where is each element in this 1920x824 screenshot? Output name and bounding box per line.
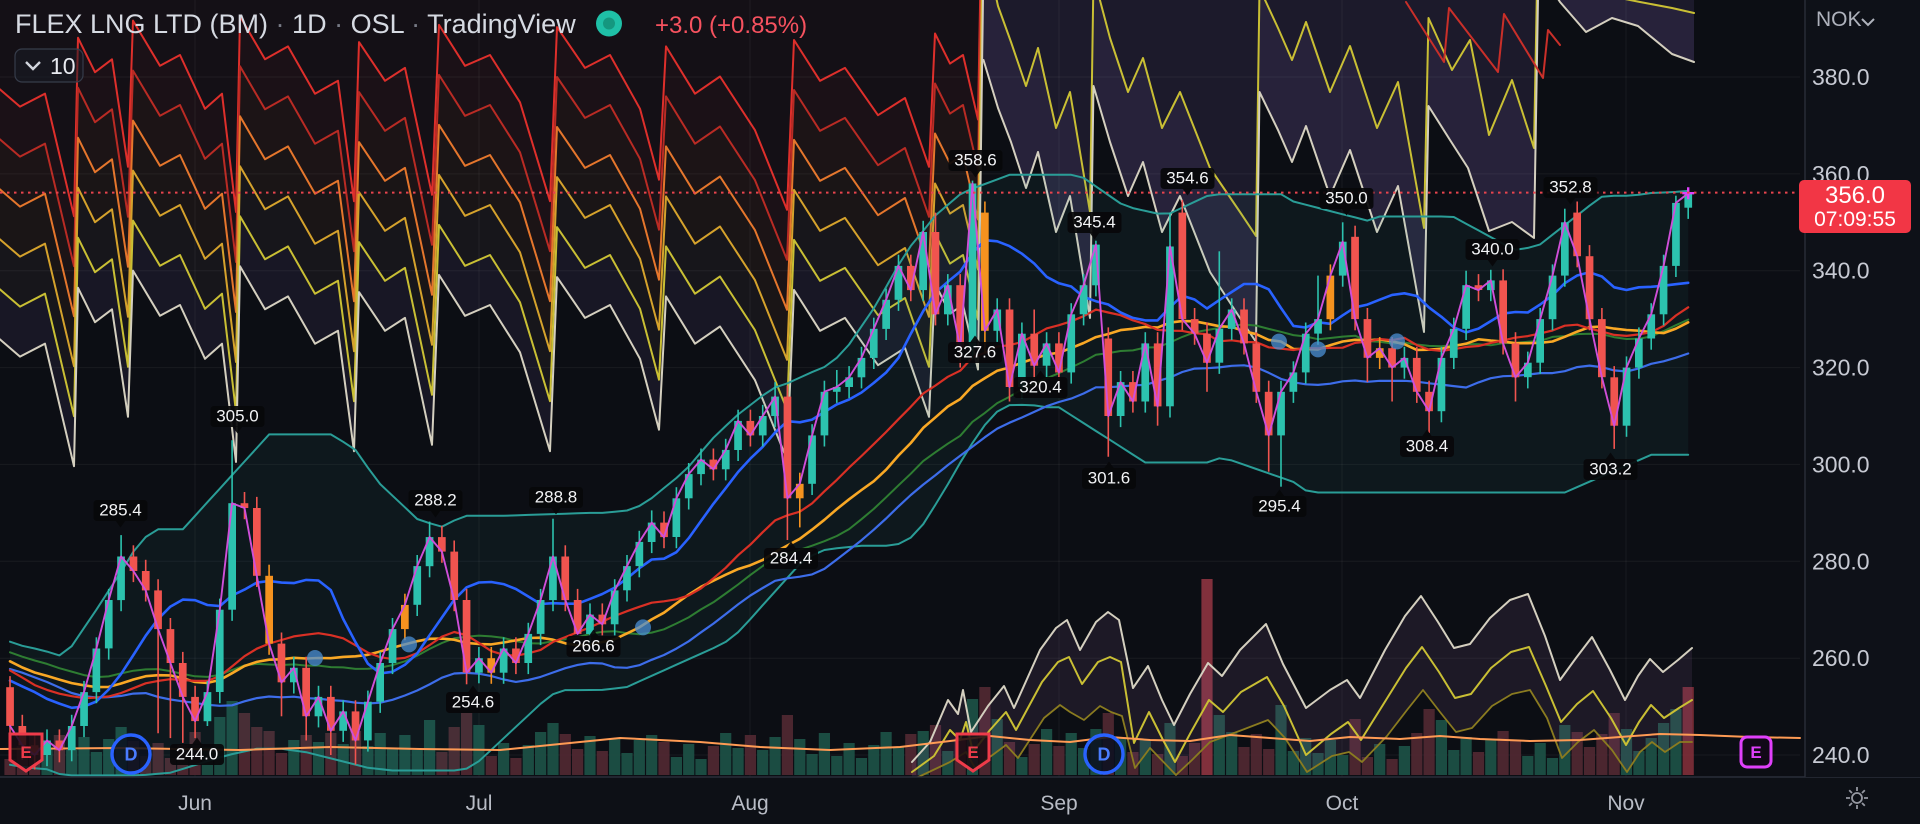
svg-text:Aug: Aug [731, 792, 768, 815]
svg-text:Sep: Sep [1040, 792, 1077, 815]
svg-text:300.0: 300.0 [1812, 451, 1870, 477]
svg-text:380.0: 380.0 [1812, 64, 1870, 90]
svg-text:254.6: 254.6 [452, 693, 495, 712]
svg-text:301.6: 301.6 [1088, 469, 1131, 488]
svg-text:D: D [1098, 745, 1111, 765]
svg-text:10: 10 [50, 53, 76, 79]
svg-text:358.6: 358.6 [954, 151, 997, 170]
svg-text:295.4: 295.4 [1258, 497, 1301, 516]
svg-text:Jun: Jun [178, 792, 212, 815]
svg-text:356.0: 356.0 [1825, 182, 1885, 209]
svg-text:340.0: 340.0 [1812, 258, 1870, 284]
svg-text:350.0: 350.0 [1325, 189, 1368, 208]
svg-text:308.4: 308.4 [1406, 437, 1449, 456]
svg-text:305.0: 305.0 [216, 407, 259, 426]
svg-text:244.0: 244.0 [176, 745, 219, 764]
svg-text:354.6: 354.6 [1166, 169, 1209, 188]
svg-text:240.0: 240.0 [1812, 742, 1870, 768]
svg-text:E: E [1750, 743, 1761, 762]
svg-text:07:09:55: 07:09:55 [1814, 208, 1896, 231]
svg-text:327.6: 327.6 [954, 343, 997, 362]
svg-text:320.4: 320.4 [1019, 378, 1062, 397]
svg-text:FLEX LNG LTD (BM) · 1D · OSL ·: FLEX LNG LTD (BM) · 1D · OSL · TradingVi… [15, 9, 576, 39]
svg-text:284.4: 284.4 [770, 549, 813, 568]
svg-text:280.0: 280.0 [1812, 548, 1870, 574]
svg-text:285.4: 285.4 [99, 501, 142, 520]
svg-text:Nov: Nov [1607, 792, 1645, 815]
svg-text:340.0: 340.0 [1471, 240, 1514, 259]
svg-text:303.2: 303.2 [1589, 460, 1632, 479]
svg-text:288.8: 288.8 [535, 488, 578, 507]
svg-text:345.4: 345.4 [1073, 213, 1116, 232]
svg-text:Oct: Oct [1326, 792, 1359, 815]
svg-text:E: E [967, 743, 978, 762]
svg-text:E: E [20, 743, 31, 762]
svg-text:320.0: 320.0 [1812, 355, 1870, 381]
svg-text:D: D [125, 745, 138, 765]
svg-text:+3.0 (+0.85%): +3.0 (+0.85%) [655, 12, 807, 39]
svg-text:260.0: 260.0 [1812, 645, 1870, 671]
svg-text:352.8: 352.8 [1549, 178, 1592, 197]
svg-text:266.6: 266.6 [572, 637, 615, 656]
svg-text:288.2: 288.2 [414, 491, 457, 510]
svg-text:Jul: Jul [466, 792, 493, 815]
svg-text:NOK: NOK [1816, 8, 1862, 31]
